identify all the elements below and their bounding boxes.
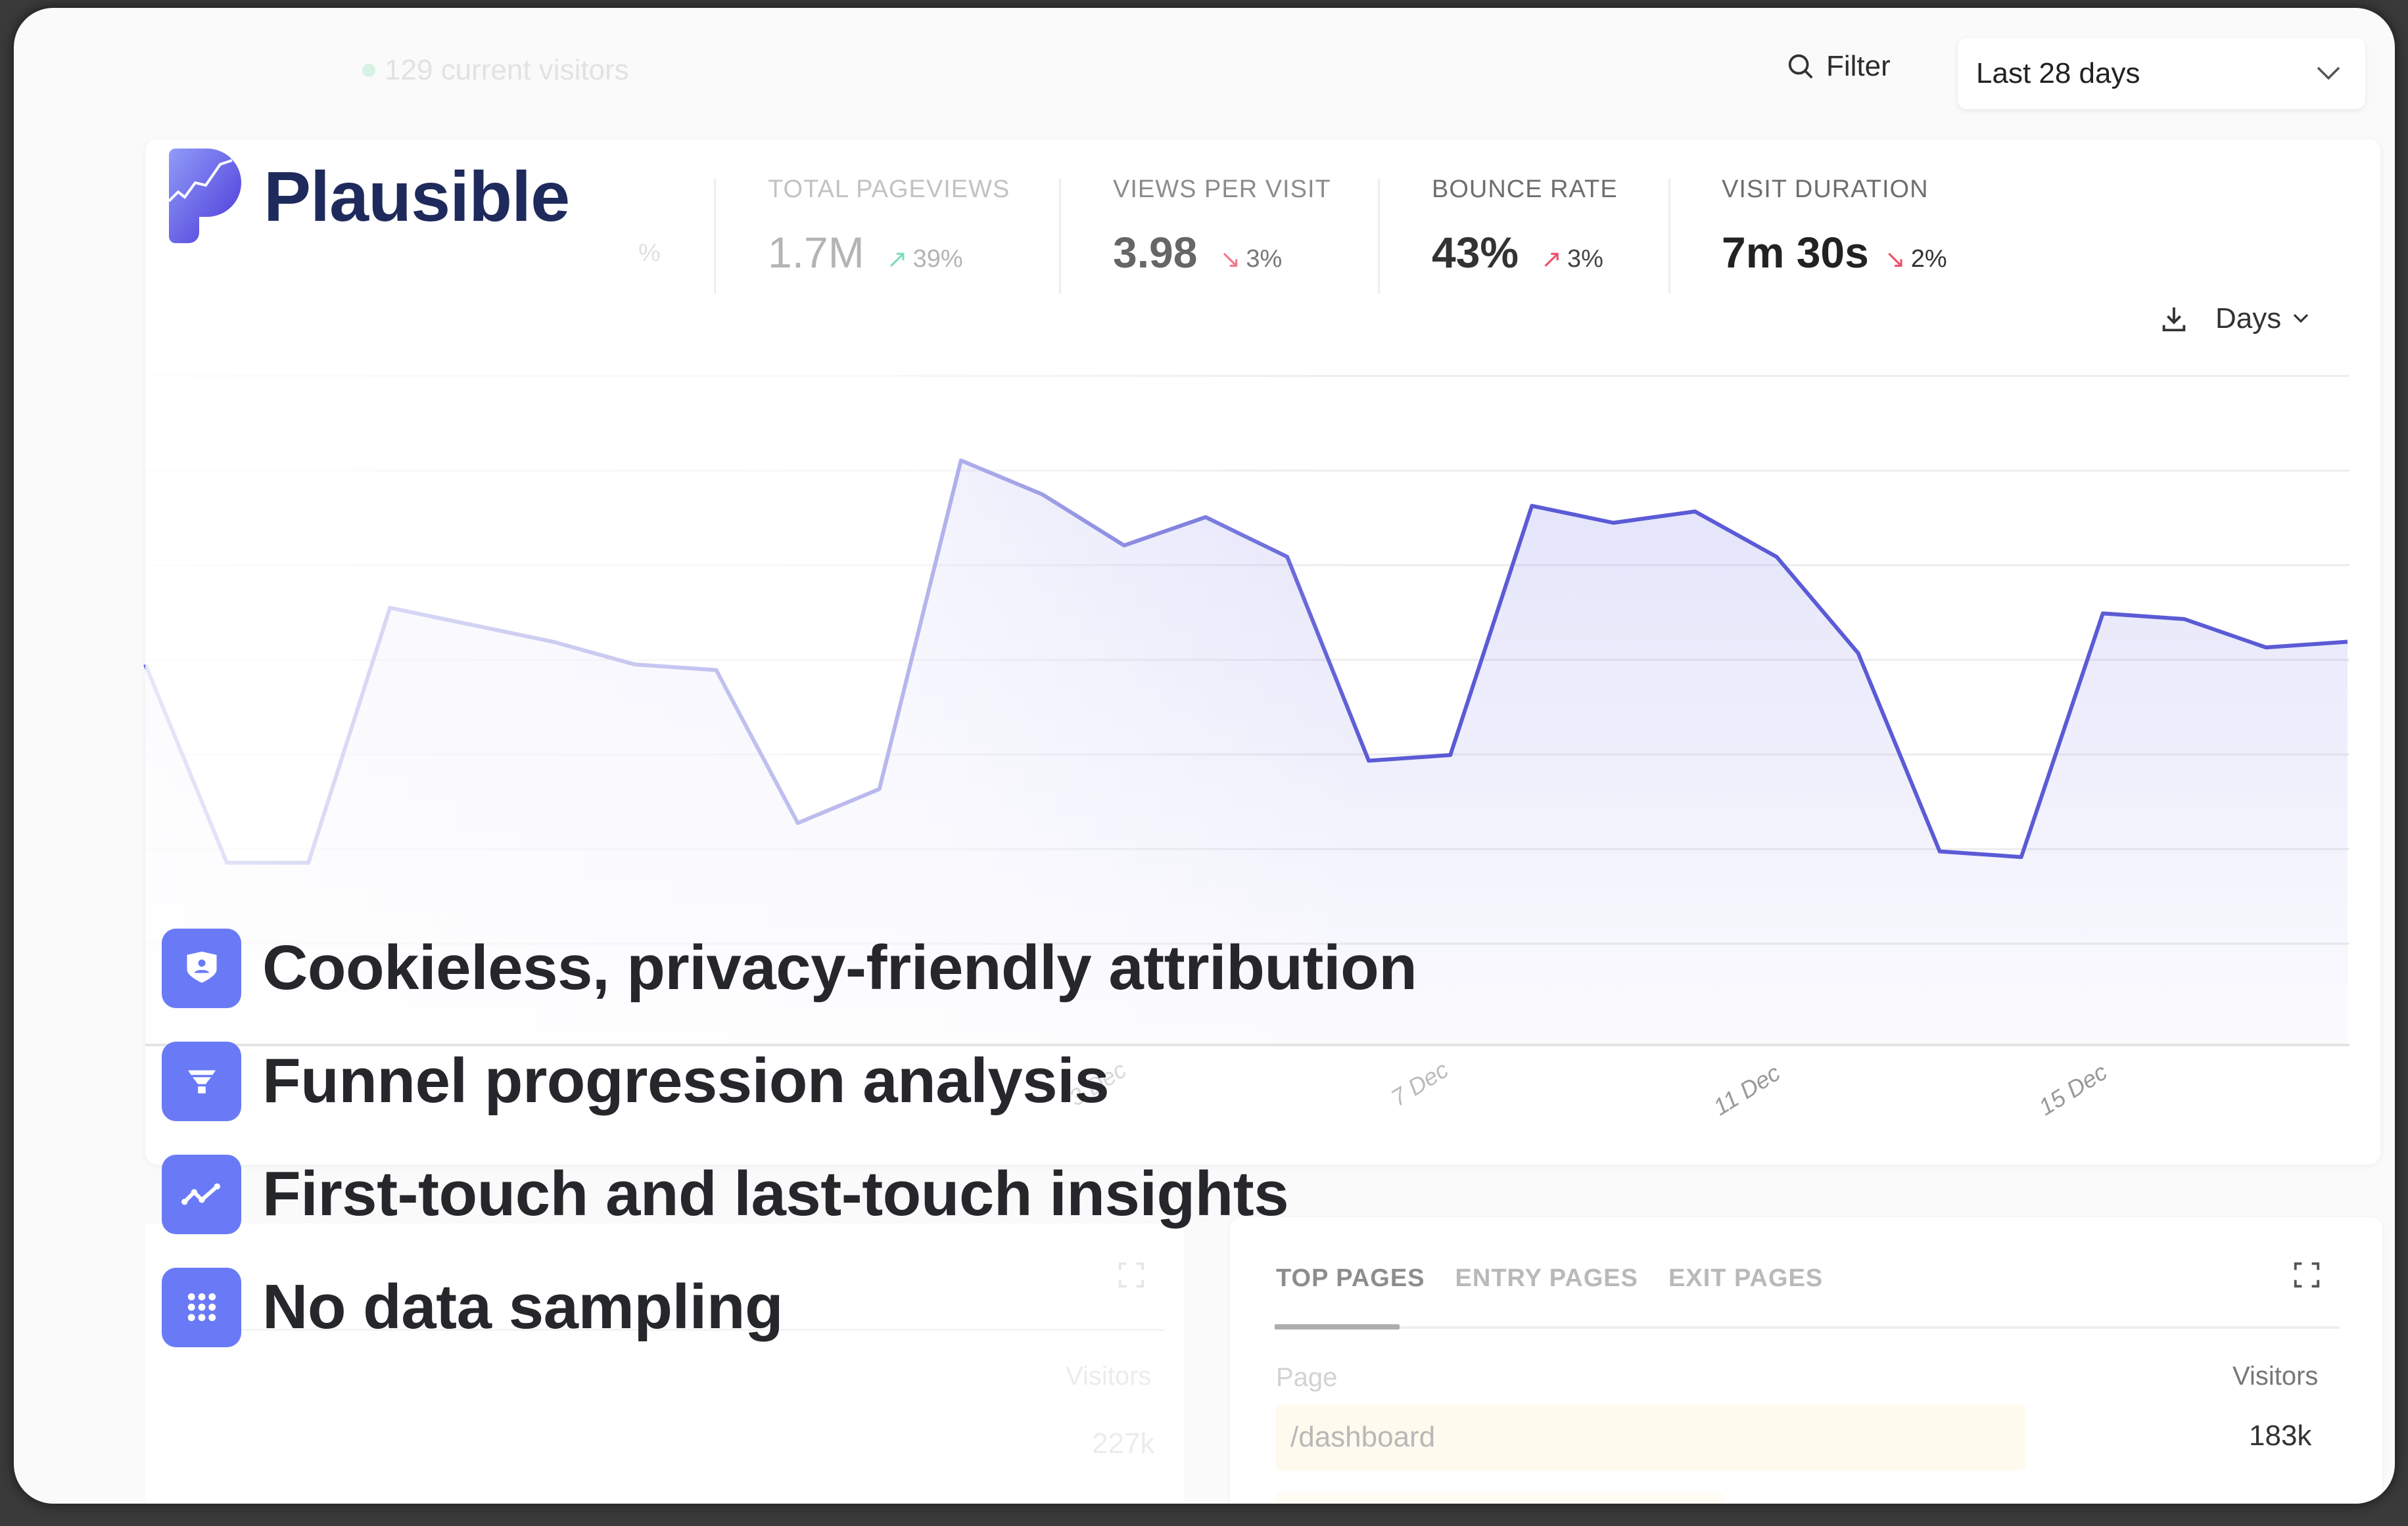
column-header-visitors: Visitors	[1066, 1362, 1152, 1391]
tab-entry-pages[interactable]: ENTRY PAGES	[1455, 1264, 1638, 1292]
funnel-icon	[162, 1041, 241, 1121]
stat-divider	[714, 179, 716, 294]
tab-top-pages[interactable]: TOP PAGES	[1276, 1264, 1425, 1292]
stat-change: ↗ 3%	[1541, 244, 1603, 274]
interval-select[interactable]: Days	[2215, 302, 2309, 335]
stat-divider	[1668, 179, 1670, 294]
column-header-visitors: Visitors	[2232, 1362, 2319, 1391]
plausible-logo-icon	[169, 149, 241, 243]
stat-change-value: 3%	[1246, 245, 1283, 273]
expand-icon[interactable]	[1116, 1260, 1146, 1290]
stat-value: 43%	[1432, 228, 1519, 277]
row-bar	[1276, 1404, 2025, 1470]
stat-change: ↘ 3%	[1219, 244, 1282, 274]
stat-divider	[1059, 179, 1061, 294]
stat-value: 3.98	[1113, 228, 1198, 277]
current-visitors-label: 129 current visitors	[385, 54, 629, 86]
stat-change: ↗ 39%	[887, 244, 963, 274]
stat-change: ↘ 2%	[1885, 244, 1947, 274]
feature-item: Cookieless, privacy-friendly attribution	[162, 928, 1417, 1008]
tab-divider	[1275, 1326, 2340, 1329]
brand-name: Plausible	[264, 156, 570, 236]
column-header-page: Page	[1276, 1363, 1338, 1392]
arrow-up-right-icon: ↗	[1541, 246, 1562, 273]
download-icon[interactable]	[2159, 304, 2189, 334]
stat-divider	[1378, 179, 1380, 294]
expand-icon[interactable]	[2292, 1260, 2322, 1290]
stat-change-value: 2%	[1910, 245, 1947, 273]
visitor-count: 227k	[1092, 1427, 1155, 1460]
feature-item: First-touch and last-touch insights	[162, 1154, 1417, 1234]
left-panel-divider	[211, 1329, 1164, 1331]
obscured-stat-fragment: %	[638, 239, 661, 267]
stat-label: VISIT DURATION	[1722, 175, 1929, 203]
stat-value: 1.7M	[768, 228, 864, 277]
trend-line-icon	[162, 1154, 241, 1234]
feature-text: Funnel progression analysis	[262, 1046, 1110, 1116]
chevron-down-icon	[2294, 313, 2309, 323]
grid-dots-icon	[162, 1267, 241, 1347]
left-panel	[145, 1224, 1184, 1504]
filter-label: Filter	[1826, 50, 1891, 82]
stat-label: TOTAL PAGEVIEWS	[768, 175, 1010, 203]
search-icon	[1788, 54, 1813, 79]
feature-text: Cookieless, privacy-friendly attribution	[262, 933, 1417, 1003]
feature-list: Cookieless, privacy-friendly attribution…	[162, 928, 1417, 1347]
arrow-up-right-icon: ↗	[886, 246, 908, 273]
active-tab-indicator	[1275, 1324, 1400, 1329]
visitors-line-chart[interactable]	[14, 8, 2395, 1504]
stat-visit-duration[interactable]: VISIT DURATION 7m 30s ↘ 2%	[1722, 175, 1947, 277]
app-window: 129 current visitors Filter Last 28 days…	[14, 8, 2395, 1504]
stat-change-value: 39%	[912, 245, 963, 273]
date-range-select[interactable]: Last 28 days	[1958, 38, 2365, 109]
live-dot-icon	[362, 64, 375, 77]
stat-bounce-rate[interactable]: BOUNCE RATE 43% ↗ 3%	[1432, 175, 1618, 277]
feature-item: No data sampling	[162, 1267, 1417, 1347]
interval-value: Days	[2215, 302, 2282, 335]
shield-user-icon	[162, 928, 241, 1008]
current-visitors: 129 current visitors	[362, 54, 629, 87]
chart-controls: Days	[2159, 302, 2309, 335]
chart-fade-overlay	[145, 363, 2380, 1086]
feature-text: First-touch and last-touch insights	[262, 1159, 1289, 1229]
arrow-down-right-icon: ↘	[1219, 246, 1241, 273]
tab-exit-pages[interactable]: EXIT PAGES	[1668, 1264, 1824, 1292]
date-range-value: Last 28 days	[1976, 57, 2140, 89]
plausible-logo: Plausible	[169, 149, 570, 243]
row-bar	[1276, 1493, 1723, 1504]
stat-value: 7m 30s	[1722, 228, 1869, 277]
feature-text: No data sampling	[262, 1272, 784, 1342]
arrow-down-right-icon: ↘	[1884, 246, 1906, 273]
chevron-down-icon	[2317, 66, 2340, 80]
feature-item: Funnel progression analysis	[162, 1041, 1417, 1121]
filter-button[interactable]: Filter	[1785, 50, 1891, 83]
stat-change-value: 3%	[1567, 245, 1603, 273]
stat-views-per-visit[interactable]: VIEWS PER VISIT 3.98 ↘ 3%	[1113, 175, 1331, 277]
stat-total-pageviews[interactable]: TOTAL PAGEVIEWS 1.7M ↗ 39%	[768, 175, 1010, 277]
stat-label: BOUNCE RATE	[1432, 175, 1618, 203]
visitor-count: 183k	[2249, 1420, 2312, 1452]
pages-tabs: TOP PAGES ENTRY PAGES EXIT PAGES	[1276, 1264, 1823, 1293]
stat-label: VIEWS PER VISIT	[1113, 175, 1331, 203]
page-path-link[interactable]: /dashboard	[1290, 1421, 1436, 1453]
